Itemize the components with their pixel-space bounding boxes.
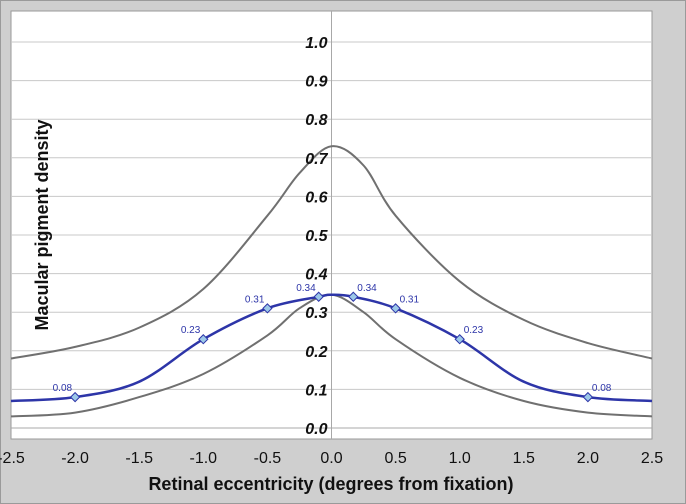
y-tick-label-8: 0.8: [305, 112, 327, 129]
y-tick-label-5: 0.5: [305, 228, 328, 245]
x-tick-label-8: 1.5: [513, 450, 535, 467]
y-tick-label-0: 0.0: [305, 421, 327, 438]
series-line-main: [10, 293, 653, 403]
data-marker-0: [69, 391, 81, 403]
y-tick-label-2: 0.2: [305, 344, 327, 361]
y-tick-labels: 0.0 0.1 0.2 0.3 0.4 0.5 0.6 0.7 0.8 0.9 1.0: [305, 35, 328, 438]
data-marker-7: [582, 391, 594, 403]
y-axis-title: Macular pigment density: [32, 119, 52, 330]
series-line-upper: [10, 145, 653, 360]
x-tick-label-7: 1.0: [449, 450, 471, 467]
y-tick-label-9: 0.9: [305, 74, 327, 91]
x-tick-label-4: -0.5: [254, 450, 282, 467]
data-marker-3: [313, 291, 324, 302]
x-axis-title: Retinal eccentricity (degrees from fixat…: [148, 474, 513, 494]
data-label-6: 0.23: [464, 325, 484, 336]
main-line: [10, 293, 653, 403]
data-marker-4: [348, 291, 359, 302]
x-tick-label-3: -1.0: [190, 450, 218, 467]
data-labels: 0.08 0.23 0.31 0.34 0.34 0.31 0.23 0.08: [53, 283, 612, 394]
x-tick-label-2: -1.5: [125, 450, 153, 467]
data-marker-2: [262, 303, 273, 314]
x-tick-label-9: 2.0: [577, 450, 599, 467]
markers: [69, 291, 594, 403]
y-tick-label-6: 0.6: [305, 189, 327, 206]
x-tick-label-0: -2.5: [0, 450, 25, 467]
data-marker-1: [198, 334, 209, 345]
data-label-2: 0.31: [245, 294, 265, 305]
y-tick-label-4: 0.4: [305, 267, 327, 284]
y-tick-label-10: 1.0: [305, 35, 327, 52]
x-tick-label-10: 2.5: [641, 450, 663, 467]
data-marker-5: [390, 303, 401, 314]
data-label-3: 0.34: [296, 283, 316, 294]
y-tick-label-3: 0.3: [305, 305, 327, 322]
y-tick-label-1: 0.1: [305, 382, 327, 399]
data-label-5: 0.31: [400, 294, 420, 305]
data-label-4: 0.34: [357, 283, 377, 294]
data-label-0: 0.08: [53, 383, 73, 394]
data-label-7: 0.08: [592, 383, 612, 394]
data-marker-6: [454, 334, 465, 345]
data-label-1: 0.23: [181, 325, 201, 336]
x-tick-label-1: -2.0: [61, 450, 89, 467]
axes: [11, 11, 652, 439]
x-tick-labels: -2.5 -2.0 -1.5 -1.0 -0.5 0.0 0.5 1.0 1.5 2.0 2.5: [0, 450, 663, 467]
x-tick-label-6: 0.5: [384, 450, 406, 467]
x-tick-label-5: 0.0: [320, 450, 342, 467]
y-tick-label-7: 0.7: [305, 151, 328, 168]
